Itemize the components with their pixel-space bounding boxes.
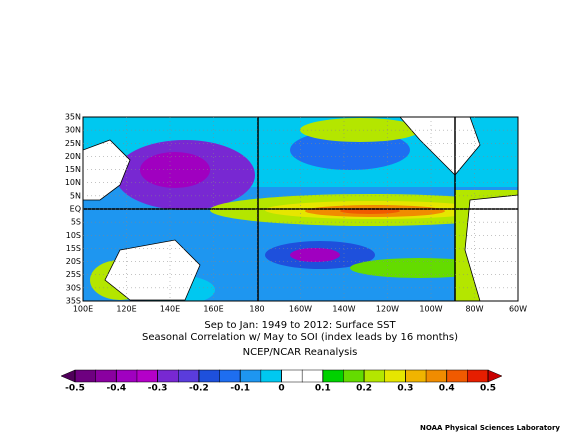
lat-label: 25N <box>65 139 81 148</box>
colorbar-label: 0.3 <box>397 384 413 394</box>
colorbar-label: -0.4 <box>106 384 126 394</box>
colorbar-label: 0 <box>278 384 284 394</box>
lon-label: 160E <box>203 305 223 314</box>
colorbar-bin <box>178 369 200 383</box>
colorbar-bin <box>260 369 283 383</box>
lon-label: 60W <box>509 305 527 314</box>
lat-label: 20S <box>66 257 81 266</box>
subtitle: NCEP/NCAR Reanalysis <box>243 347 358 358</box>
colorbar-bin <box>363 369 386 383</box>
colorbar-bin <box>322 369 344 383</box>
colorbar-label: 0.2 <box>356 384 372 394</box>
colorbar-bin <box>74 369 97 383</box>
colorbar-label: 0.1 <box>315 384 331 394</box>
map-field <box>83 117 518 301</box>
lat-label: 15N <box>65 165 81 174</box>
colorbar-label: -0.5 <box>65 384 85 394</box>
colorbar-bin <box>301 369 324 383</box>
colorbar-label: 0.4 <box>439 384 455 394</box>
colorbar-bin <box>384 369 406 383</box>
colorbar-bin <box>219 369 241 383</box>
colorbar-bin <box>136 369 159 383</box>
colorbar-low <box>60 369 76 383</box>
lat-label: 35S <box>66 297 81 306</box>
colorbar-bin <box>405 369 427 383</box>
lon-label: 100W <box>419 305 442 314</box>
colorbar-bin <box>446 369 468 383</box>
title-line: Sep to Jan: 1949 to 2012: Surface SST <box>204 320 396 331</box>
colorbar-label: -0.3 <box>148 384 168 394</box>
lat-label: 5N <box>70 191 81 200</box>
colorbar-bin <box>116 369 138 383</box>
lat-label: 25S <box>66 270 81 279</box>
lon-label: 160W <box>289 305 312 314</box>
lat-label: 10N <box>65 178 81 187</box>
colorbar-bin <box>281 369 303 383</box>
colorbar-high <box>487 369 503 383</box>
lon-label: 180 <box>249 305 264 314</box>
colorbar-bin <box>239 369 262 383</box>
colorbar-bin <box>157 369 179 383</box>
lat-label: 35N <box>65 113 81 122</box>
lat-label: EQ <box>70 205 81 214</box>
footer: NOAA Physical Sciences Laboratory <box>420 424 560 432</box>
lat-label: 15S <box>66 244 81 253</box>
colorbar-bin <box>198 369 221 383</box>
colorbar-bin <box>425 369 448 383</box>
lat-label: 20N <box>65 152 81 161</box>
lon-label: 100E <box>73 305 93 314</box>
lon-label: 120W <box>376 305 399 314</box>
colorbar-label: 0.5 <box>480 384 496 394</box>
colorbar-label: -0.2 <box>189 384 209 394</box>
lat-label: 5S <box>71 218 81 227</box>
lon-label: 140W <box>332 305 355 314</box>
lat-label: 30S <box>66 283 81 292</box>
colorbar-label: -0.1 <box>230 384 250 394</box>
lat-label: 30N <box>65 126 81 135</box>
lat-label: 10S <box>66 231 81 240</box>
colorbar-bin <box>95 369 117 383</box>
lon-label: 80W <box>465 305 483 314</box>
colorbar-bin <box>467 369 489 383</box>
colorbar-bin <box>343 369 365 383</box>
lon-label: 120E <box>116 305 136 314</box>
lon-label: 140E <box>160 305 180 314</box>
title-line: Seasonal Correlation w/ May to SOI (inde… <box>142 332 458 343</box>
